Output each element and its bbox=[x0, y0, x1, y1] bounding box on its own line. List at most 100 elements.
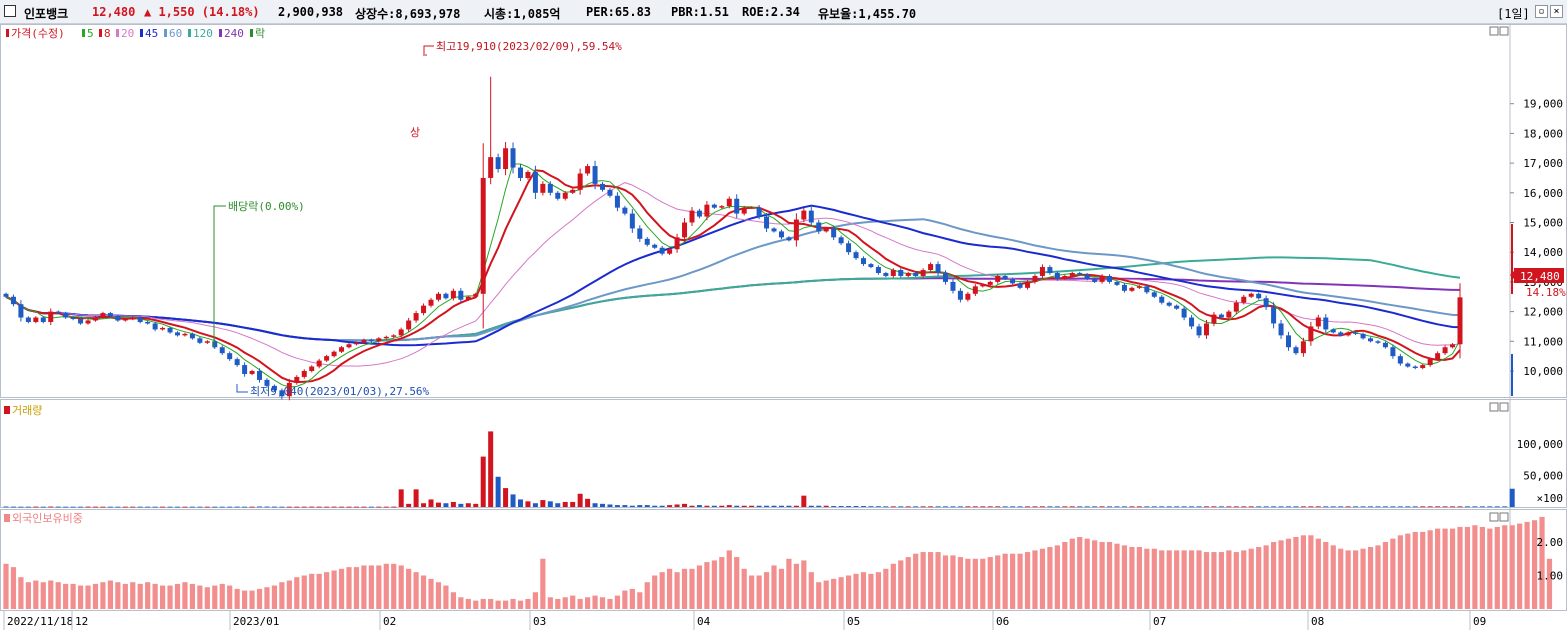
volume-bar bbox=[294, 506, 300, 508]
per-value: PER:65.83 bbox=[586, 5, 652, 19]
candle-body bbox=[1286, 335, 1292, 348]
trade-volume: 2,900,938 bbox=[278, 5, 344, 19]
foreign-ratio-bar bbox=[972, 558, 978, 609]
volume-bar bbox=[883, 506, 889, 508]
volume-bar bbox=[696, 505, 702, 507]
candle-body bbox=[607, 189, 613, 196]
volume-bar bbox=[525, 501, 531, 507]
price-panel-max-icon[interactable] bbox=[1489, 26, 1499, 36]
price-tick-label: 12,000 bbox=[1523, 306, 1563, 319]
volume-bar bbox=[1092, 506, 1098, 508]
candle-body bbox=[145, 321, 151, 324]
foreign-panel-max-icon[interactable] bbox=[1489, 512, 1499, 522]
foreign-ratio-bar bbox=[1397, 535, 1403, 609]
volume-bar bbox=[242, 506, 248, 508]
volume-bar bbox=[361, 506, 367, 508]
restore-icon[interactable]: ▫ bbox=[1535, 5, 1548, 18]
foreign-ratio-bar bbox=[957, 557, 964, 609]
select-checkbox[interactable] bbox=[4, 5, 16, 17]
volume-bar bbox=[346, 506, 352, 508]
foreign-ratio-bar bbox=[189, 583, 196, 609]
foreign-ratio-bar bbox=[1106, 542, 1113, 609]
volume-panel-max-icon[interactable] bbox=[1489, 402, 1499, 412]
candle-body bbox=[532, 172, 538, 193]
foreign-ratio-bar bbox=[1390, 538, 1396, 609]
candle-body bbox=[1457, 297, 1463, 345]
volume-bar bbox=[614, 505, 620, 507]
candle-body bbox=[1330, 329, 1336, 333]
foreign-ratio-bar bbox=[1010, 553, 1016, 609]
volume-bar bbox=[1286, 506, 1292, 508]
foreign-ratio-bar bbox=[1323, 542, 1329, 609]
x-tick-label: 03 bbox=[533, 615, 546, 628]
volume-bar bbox=[182, 506, 188, 508]
foreign-ratio-bar bbox=[1114, 543, 1120, 609]
volume-bar bbox=[1077, 506, 1083, 508]
foreign-ratio-bar bbox=[1047, 547, 1053, 609]
candle-body bbox=[562, 192, 568, 199]
candle-body bbox=[271, 385, 277, 391]
candle-body bbox=[450, 290, 456, 299]
foreign-ratio-bar bbox=[100, 582, 106, 609]
price-panel-close-icon[interactable] bbox=[1499, 26, 1509, 36]
volume-bar bbox=[741, 505, 747, 507]
candle-body bbox=[1069, 272, 1075, 276]
candle-body bbox=[696, 210, 702, 217]
volume-bar bbox=[532, 503, 538, 507]
foreign-ratio-bar bbox=[331, 570, 337, 609]
volume-bar bbox=[816, 505, 822, 507]
candle-body bbox=[264, 379, 270, 386]
volume-bar bbox=[622, 505, 628, 507]
foreign-ratio-bar bbox=[1449, 528, 1456, 609]
foreign-ratio-bar bbox=[301, 575, 307, 609]
foreign-axis: 2.00 1.00 bbox=[1537, 536, 1564, 583]
rights-marker: 상 bbox=[410, 126, 420, 139]
stock-name: 인포뱅크 bbox=[24, 7, 69, 21]
candle-body bbox=[905, 272, 911, 276]
volume-bar bbox=[55, 506, 61, 508]
volume-bar bbox=[1278, 506, 1284, 508]
volume-panel-close-icon[interactable] bbox=[1499, 402, 1509, 412]
candle-body bbox=[48, 311, 54, 322]
foreign-tick-label: 1.00 bbox=[1537, 570, 1564, 583]
candle-body bbox=[92, 317, 98, 321]
candle-body bbox=[734, 198, 740, 214]
foreign-ratio-bar bbox=[1218, 552, 1224, 609]
foreign-ratio-bar bbox=[1278, 540, 1284, 609]
volume-bar bbox=[473, 503, 479, 507]
candle-body bbox=[1017, 283, 1023, 288]
foreign-ratio-bar bbox=[1487, 528, 1493, 609]
candle-body bbox=[1263, 298, 1269, 308]
volume-bar bbox=[130, 506, 136, 508]
period-selector[interactable]: [1일] bbox=[1497, 7, 1530, 21]
legend-label-5: 60 bbox=[169, 27, 182, 40]
foreign-ratio-bar bbox=[450, 592, 456, 609]
volume-bar bbox=[928, 506, 934, 508]
last-price-label: 12,480 bbox=[1520, 270, 1560, 283]
volume-bar bbox=[555, 503, 561, 507]
volume-bar bbox=[1218, 506, 1224, 508]
foreign-ratio-bar bbox=[614, 595, 621, 609]
volume-bar bbox=[1330, 506, 1336, 508]
foreign-ratio-bar bbox=[137, 583, 143, 609]
candle-body bbox=[555, 192, 561, 199]
candle-body bbox=[1084, 274, 1090, 279]
foreign-ratio-bar bbox=[950, 555, 956, 609]
candle-body bbox=[227, 353, 233, 360]
volume-bar bbox=[1420, 506, 1426, 508]
foreign-ratio-bar bbox=[502, 600, 509, 609]
volume-bar bbox=[1338, 506, 1344, 508]
volume-bar bbox=[734, 505, 740, 507]
foreign-ratio-bar bbox=[942, 555, 949, 609]
foreign-panel-close-icon[interactable] bbox=[1499, 512, 1509, 522]
volume-bar bbox=[18, 506, 24, 508]
foreign-ratio-bar bbox=[1174, 550, 1180, 609]
foreign-ratio-bar bbox=[279, 582, 285, 609]
close-icon[interactable]: × bbox=[1550, 5, 1563, 18]
candle-body bbox=[1382, 342, 1388, 348]
stock-chart[interactable]: 가격(수정) 5 8 20 45 60 120 240 락 거래량 외국인보유비중 최고19,9… bbox=[0, 24, 1567, 630]
volume-bar bbox=[1196, 506, 1202, 508]
volume-bar bbox=[898, 506, 904, 508]
candle-body bbox=[853, 252, 859, 259]
candles bbox=[3, 76, 1463, 401]
